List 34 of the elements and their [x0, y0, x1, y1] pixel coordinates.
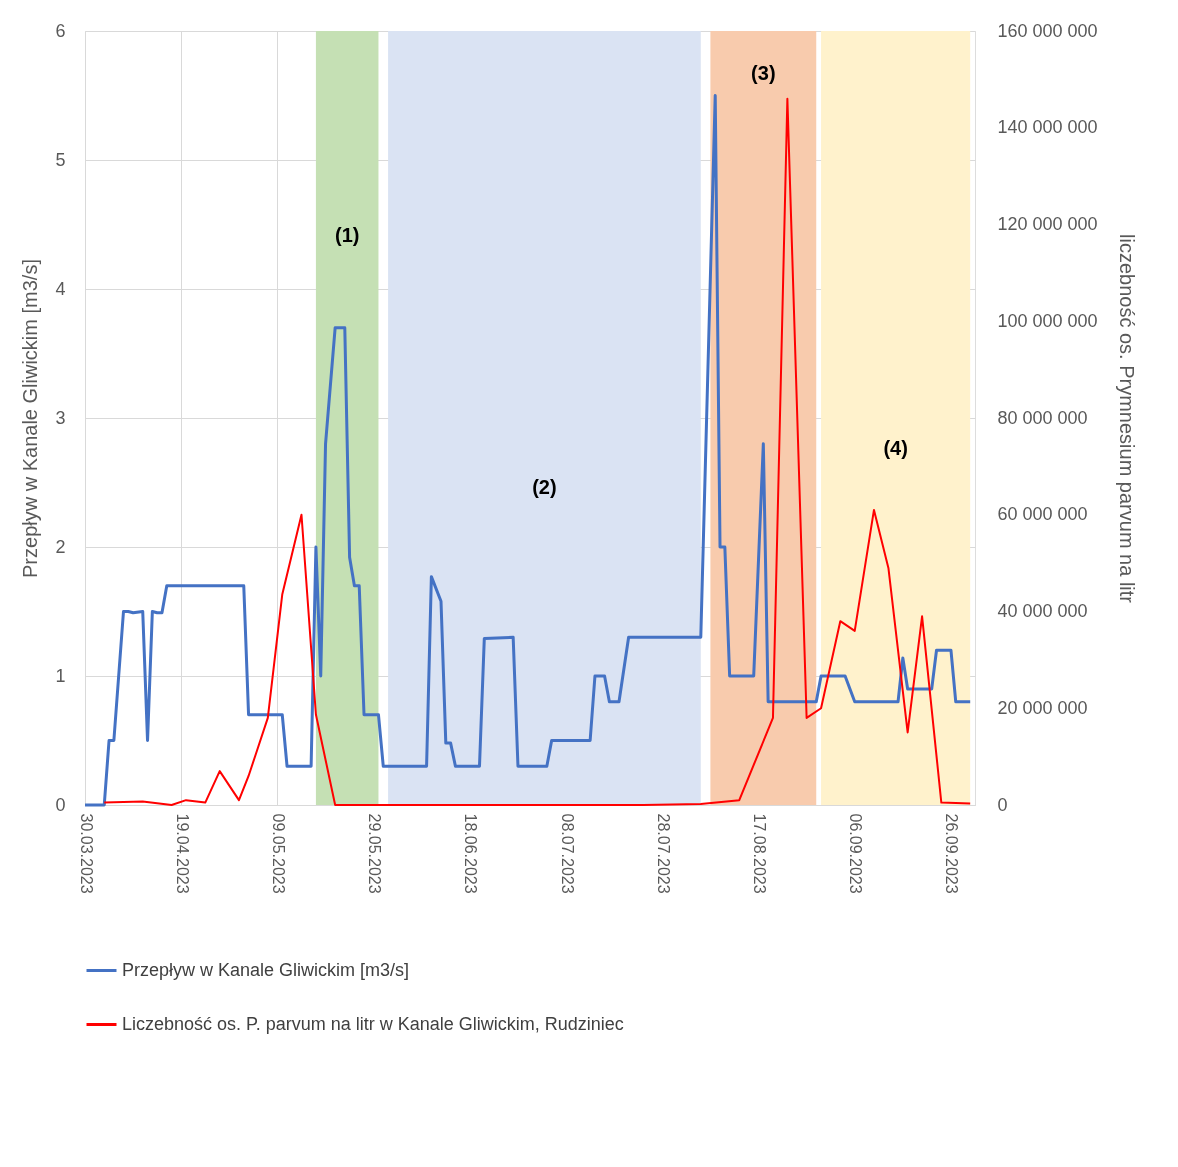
band-label: (2)	[532, 475, 557, 498]
x-tick-label: 26.09.2023	[943, 813, 961, 894]
x-tick-label: 30.03.2023	[77, 813, 95, 894]
band-label: (4)	[883, 436, 908, 459]
y2-axis-title: liczebność os. Prymnesium parvum na litr	[1115, 233, 1138, 604]
y-tick-label: 6	[55, 20, 66, 41]
x-tick-label: 28.07.2023	[654, 813, 672, 894]
x-tick-label: 17.08.2023	[751, 813, 769, 894]
y-tick-label: 4	[55, 278, 66, 299]
y2-tick-label: 40 000 000	[997, 601, 1088, 621]
y2-tick-label: 100 000 000	[997, 310, 1098, 331]
legend-label: Liczebność os. P. parvum na litr w Kanale Gliwickim, Rudziniec	[122, 1013, 624, 1034]
x-tick-label: 06.09.2023	[847, 813, 865, 894]
x-tick-label: 08.07.2023	[558, 813, 576, 894]
x-tick-label: 09.05.2023	[269, 813, 287, 894]
y2-tick-label: 140 000 000	[997, 117, 1098, 138]
y2-tick-label: 160 000 000	[997, 20, 1098, 41]
band-label: (3)	[751, 61, 776, 84]
y-tick-label: 2	[55, 536, 66, 557]
y-tick-label: 5	[55, 149, 66, 170]
y-tick-label: 0	[55, 794, 66, 815]
y-tick-label: 3	[55, 407, 66, 428]
y-axis-title: Przepływ w Kanale Gliwickim [m3/s]	[19, 259, 42, 578]
legend-label: Przepływ w Kanale Gliwickim [m3/s]	[122, 959, 410, 980]
band-label: (1)	[334, 224, 360, 247]
x-tick-label: 29.05.2023	[366, 813, 384, 894]
y-tick-label: 1	[55, 665, 66, 686]
y2-tick-label: 20 000 000	[997, 697, 1088, 718]
y2-tick-label: 60 000 000	[997, 504, 1088, 525]
y2-tick-label: 80 000 000	[997, 407, 1088, 428]
x-tick-label: 18.06.2023	[462, 813, 480, 894]
y2-tick-label: 0	[997, 794, 1008, 815]
x-tick-label: 19.04.2023	[173, 813, 191, 894]
y2-tick-label: 120 000 000	[997, 214, 1098, 234]
